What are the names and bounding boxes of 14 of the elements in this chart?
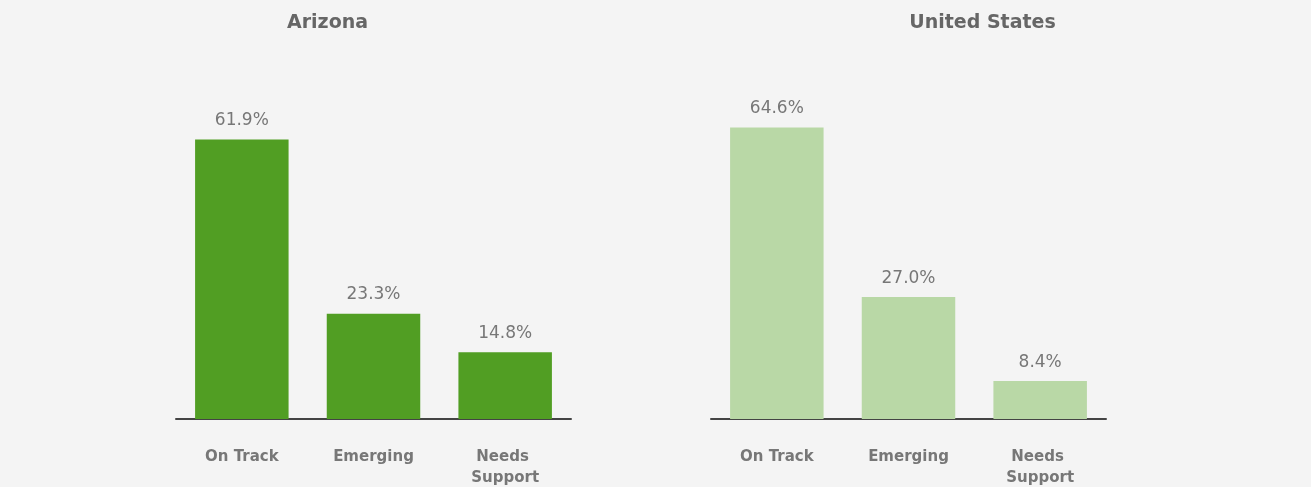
data-label: 64.6% [749,96,804,117]
x-tick-label: Needs Support [1006,446,1075,486]
data-label: 14.8% [478,321,533,342]
data-label: 61.9% [214,109,269,130]
chart-title: Arizona [286,9,369,32]
data-label: 8.4% [1018,350,1062,371]
data-label: 23.3% [346,283,401,304]
x-tick-label: On Track [740,446,815,465]
x-tick-label: On Track [205,446,280,465]
data-label: 27.0% [881,266,936,287]
chart-title: United States [909,9,1056,32]
x-tick-label: Emerging [868,446,949,465]
x-tick-label: Emerging [333,446,414,465]
x-tick-label: Needs Support [471,446,540,486]
